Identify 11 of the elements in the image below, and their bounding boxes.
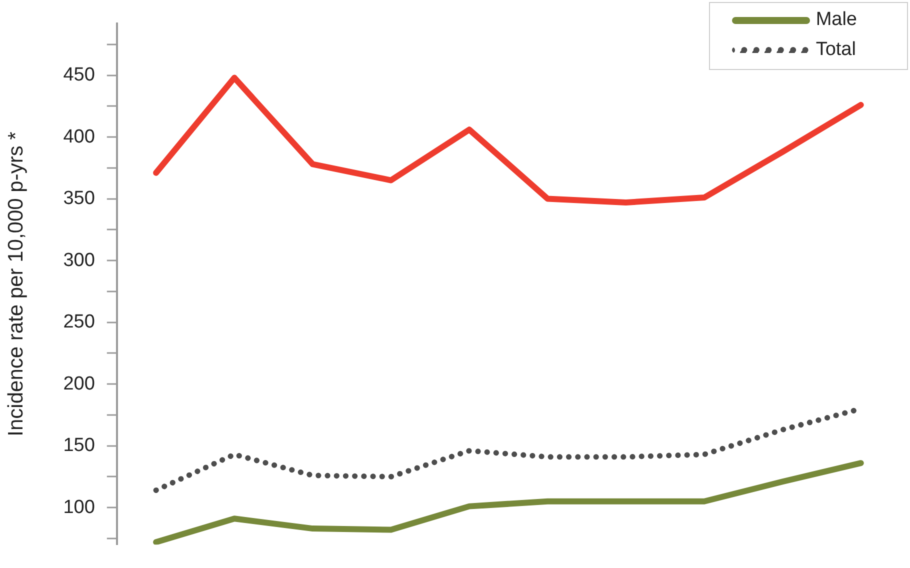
legend-label: Total [816,39,856,61]
y-tick-label: 250 [63,312,95,333]
y-tick-label: 400 [63,126,95,148]
y-tick-label: 350 [63,188,95,210]
y-tick-label: 100 [63,496,95,518]
y-tick-label: 450 [63,64,95,86]
y-tick-label: 200 [63,373,95,394]
y-tick-label: 300 [63,250,95,271]
y-tick-label: 150 [63,435,95,456]
y-axis-title: Incidence rate per 10,000 p-yrs * [4,132,28,436]
legend-label: Male [816,9,857,31]
